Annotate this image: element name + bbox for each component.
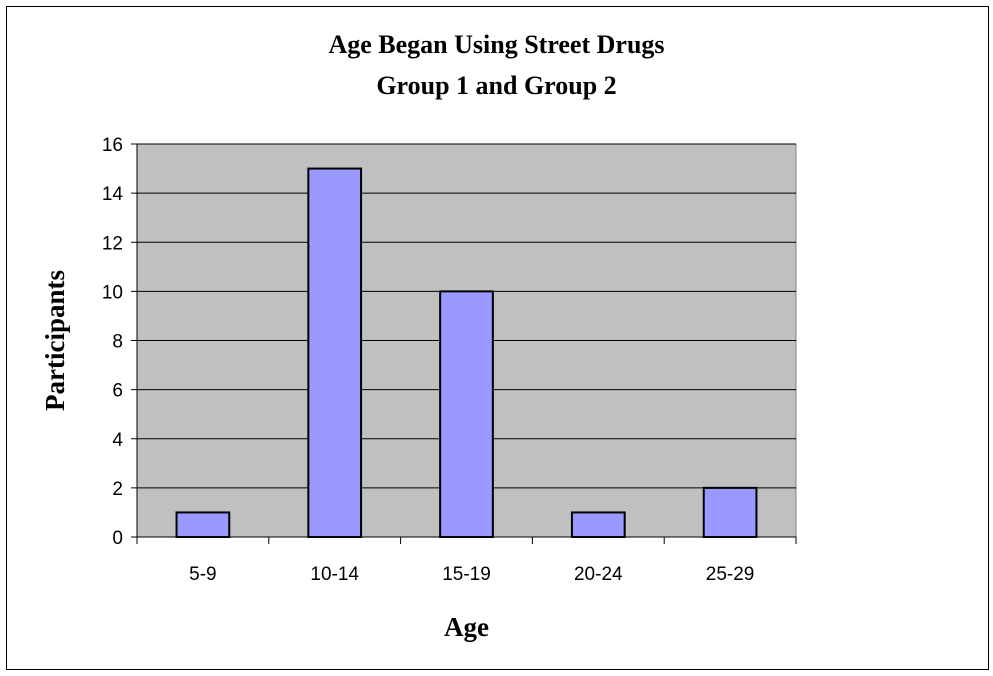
x-tick-label: 5-9 bbox=[189, 564, 216, 585]
y-axis-title: Participants bbox=[40, 270, 70, 411]
x-tick-label: 20-24 bbox=[574, 564, 623, 585]
y-tick-label: 14 bbox=[102, 184, 124, 205]
y-tick-label: 16 bbox=[102, 135, 123, 156]
x-tick-labels: 5-9 10-14 15-19 20-24 25-29 bbox=[189, 564, 754, 585]
x-axis-title: Age bbox=[444, 612, 489, 642]
bar bbox=[175, 511, 231, 538]
x-tick-label: 25-29 bbox=[706, 564, 755, 585]
bar bbox=[702, 486, 758, 538]
y-tick-label: 6 bbox=[112, 381, 123, 402]
axes bbox=[131, 143, 797, 544]
y-tick-label: 4 bbox=[112, 430, 123, 451]
y-tick-label: 10 bbox=[102, 282, 123, 303]
x-tick-label: 10-14 bbox=[310, 564, 359, 585]
y-tick-label: 2 bbox=[112, 479, 123, 500]
bars bbox=[175, 167, 758, 538]
bar bbox=[570, 511, 626, 538]
y-tick-labels: 0 2 4 6 8 10 12 14 16 bbox=[102, 135, 124, 549]
y-tick-label: 12 bbox=[102, 233, 123, 254]
bar bbox=[307, 167, 363, 538]
x-tick-label: 15-19 bbox=[442, 564, 491, 585]
chart-subtitle: Group 1 and Group 2 bbox=[376, 71, 617, 100]
y-tick-label: 8 bbox=[112, 332, 123, 353]
y-tick-label: 0 bbox=[112, 528, 123, 549]
bar bbox=[439, 290, 494, 538]
chart-title: Age Began Using Street Drugs bbox=[328, 30, 665, 59]
